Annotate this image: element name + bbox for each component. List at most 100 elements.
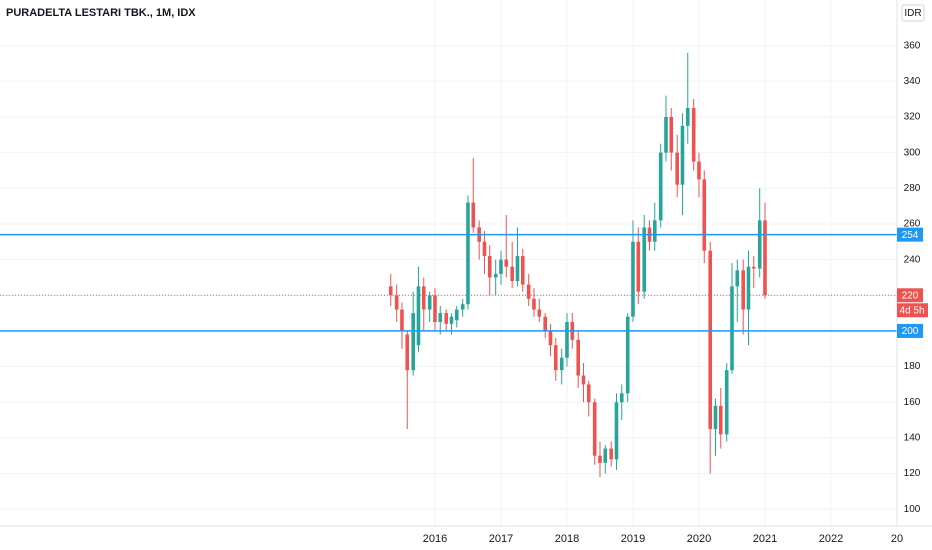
- candle-body: [675, 152, 680, 185]
- y-tick-label: 320: [904, 112, 921, 123]
- currency-label[interactable]: IDR: [904, 8, 921, 19]
- level-label: 200: [902, 326, 919, 337]
- candle-body: [724, 370, 729, 435]
- candle-body: [631, 241, 635, 317]
- candle-body: [636, 241, 641, 292]
- candle-body: [652, 220, 657, 242]
- candle-body: [460, 304, 465, 310]
- candle-body: [718, 405, 723, 435]
- level-label-box: [897, 227, 923, 242]
- candle-body: [702, 179, 707, 251]
- candle-body: [691, 108, 696, 162]
- candle-body: [685, 108, 690, 126]
- candle-body: [576, 339, 580, 376]
- level-label: 254: [902, 230, 919, 241]
- candle-body: [735, 270, 740, 287]
- candle-body: [658, 152, 663, 221]
- x-tick-label: 2018: [555, 533, 579, 545]
- candle-body: [708, 250, 713, 430]
- x-tick-label: 2019: [621, 533, 645, 545]
- candle-body: [482, 241, 487, 257]
- candle-body: [625, 316, 630, 394]
- candle-body: [757, 220, 762, 269]
- candle-body: [400, 309, 404, 331]
- candle-body: [515, 256, 520, 282]
- y-tick-label: 360: [904, 40, 921, 51]
- candle-body: [471, 202, 476, 228]
- candle-body: [581, 375, 586, 385]
- candle-body: [548, 330, 553, 346]
- candle-body: [449, 316, 454, 324]
- candle-body: [427, 295, 432, 310]
- last-price-label: 220: [902, 290, 919, 301]
- x-tick-label: 2016: [423, 533, 447, 545]
- candle-body: [713, 405, 718, 430]
- y-tick-label: 160: [904, 397, 921, 408]
- candle-body: [493, 273, 498, 278]
- candle-body: [746, 266, 751, 310]
- candle-body: [609, 448, 614, 460]
- candle-body: [466, 202, 470, 305]
- candle-body: [642, 227, 647, 292]
- candle-body: [454, 309, 459, 321]
- x-tick-label: 2022: [819, 533, 843, 545]
- candle-body: [741, 270, 746, 310]
- candle-body: [438, 313, 443, 323]
- currency-box[interactable]: [901, 4, 925, 22]
- candle-body: [394, 295, 399, 310]
- x-tick-label: 20: [891, 533, 903, 545]
- candle-body: [697, 161, 701, 180]
- y-tick-label: 300: [904, 147, 921, 158]
- candle-body: [499, 259, 503, 274]
- y-tick-label: 180: [904, 361, 921, 372]
- price-axis-panel: [897, 0, 932, 550]
- level-label-box: [897, 323, 923, 338]
- axes: 100 120 140 160 180 200 220 240 260 280 300 320 340 3…: [423, 40, 928, 545]
- y-tick-label: 120: [904, 468, 921, 479]
- y-tick-label: 260: [904, 219, 921, 230]
- candle-body: [405, 334, 410, 371]
- candle-body: [619, 393, 624, 403]
- candle-body: [751, 266, 756, 269]
- y-tick-label: 140: [904, 433, 921, 444]
- countdown-box: [897, 303, 928, 318]
- countdown-label: 4d 5h: [899, 305, 924, 316]
- candle-body: [504, 259, 509, 267]
- candle-body: [664, 116, 668, 153]
- candle-body: [537, 309, 542, 317]
- candle-body: [532, 298, 536, 310]
- x-tick-label: 2021: [753, 533, 777, 545]
- y-tick-label: 280: [904, 183, 921, 194]
- candle-body: [763, 220, 767, 296]
- chart-title: PURADELTA LESTARI TBK., 1M, IDX: [6, 7, 196, 19]
- y-tick-label: 240: [904, 254, 921, 265]
- candle-body: [592, 402, 597, 456]
- candle-body: [559, 357, 564, 371]
- candle-body: [586, 384, 591, 403]
- x-tick-label: 2020: [687, 533, 711, 545]
- last-price-box: [897, 288, 923, 303]
- candle-body: [680, 125, 685, 185]
- candle-body: [411, 313, 415, 371]
- candle-body: [614, 402, 619, 460]
- candle-body: [487, 256, 492, 278]
- candle-body: [388, 286, 393, 296]
- candle-body: [416, 286, 421, 346]
- overlay: [0, 233, 897, 332]
- candle-body: [565, 322, 569, 358]
- candle-body: [520, 256, 525, 285]
- candle-body: [526, 284, 531, 299]
- y-tick-label: 100: [904, 504, 921, 515]
- candle-body: [730, 286, 734, 371]
- candle-body: [543, 316, 547, 331]
- candle-body: [433, 295, 437, 323]
- candles: [388, 52, 767, 478]
- candle-body: [598, 455, 602, 463]
- candle-body: [603, 448, 608, 463]
- candle-body: [444, 313, 448, 324]
- candle-body: [669, 116, 674, 153]
- candle-body: [421, 286, 426, 310]
- candle-body: [553, 345, 558, 371]
